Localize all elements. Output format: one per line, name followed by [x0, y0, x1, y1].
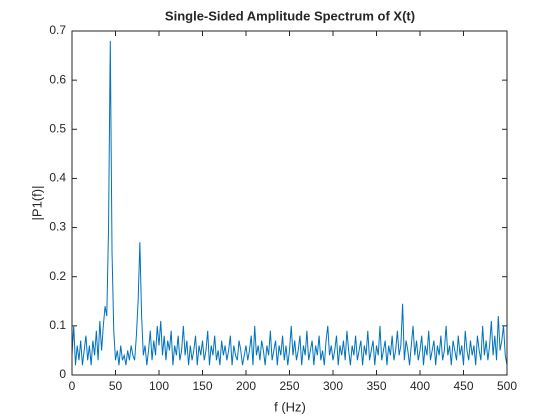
- spectrum-line: [71, 40, 508, 366]
- x-tick-label: 0: [69, 379, 76, 393]
- y-tick-label: 0.2: [49, 269, 66, 283]
- y-tick-label: 0.5: [49, 121, 66, 135]
- chart-title: Single-Sided Amplitude Spectrum of X(t): [165, 8, 415, 23]
- x-tick-label: 50: [109, 379, 123, 393]
- y-tick-label: 0.7: [49, 23, 66, 37]
- y-tick-label: 0.3: [49, 220, 66, 234]
- y-axis-label: |P1(f)|: [29, 186, 44, 221]
- x-tick-label: 100: [149, 379, 169, 393]
- axes-box: [71, 30, 508, 376]
- x-tick-label: 450: [453, 379, 473, 393]
- x-axis-label: f (Hz): [274, 399, 306, 414]
- plot-area: [72, 31, 507, 375]
- y-tick-label: 0.4: [49, 171, 66, 185]
- x-tick-label: 400: [410, 379, 430, 393]
- y-tick-label: 0.6: [49, 72, 66, 86]
- y-tick-label: 0: [59, 367, 66, 381]
- y-tick-label: 0.1: [49, 318, 66, 332]
- x-tick-label: 300: [323, 379, 343, 393]
- x-tick-label: 150: [192, 379, 212, 393]
- x-tick-label: 500: [497, 379, 517, 393]
- x-tick-label: 200: [236, 379, 256, 393]
- x-tick-label: 250: [279, 379, 299, 393]
- x-tick-label: 350: [366, 379, 386, 393]
